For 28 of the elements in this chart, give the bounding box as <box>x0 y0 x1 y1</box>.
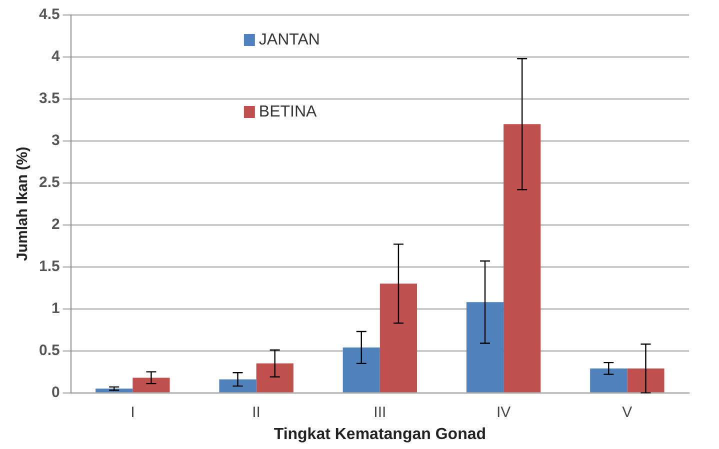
y-tick-label: 2.5 <box>38 174 60 192</box>
bar <box>132 378 170 392</box>
bar <box>590 368 628 392</box>
y-tick-label: 2 <box>52 216 60 234</box>
legend-label: JANTAN <box>258 31 320 48</box>
x-tick-label: V <box>622 404 632 421</box>
x-tick-label: II <box>252 404 260 421</box>
x-tick-label: I <box>130 404 135 421</box>
bar <box>342 347 380 392</box>
x-axis-title: Tingkat Kematangan Gonad <box>274 426 486 443</box>
y-tick-label: 1.5 <box>38 258 60 276</box>
bar <box>380 284 418 392</box>
y-tick-label: 4 <box>52 48 61 66</box>
y-tick-label: 0.5 <box>38 342 60 359</box>
bar <box>466 302 504 392</box>
bar <box>504 124 541 392</box>
x-tick-label: III <box>374 404 386 421</box>
y-tick-label: 4.5 <box>38 6 60 24</box>
y-tick-label: 3 <box>52 132 60 150</box>
bar <box>256 363 294 392</box>
y-tick-label: 0 <box>52 384 60 401</box>
bar <box>627 368 664 392</box>
y-axis-title: Jumlah Ikan (%) <box>14 146 32 261</box>
legend-label: BETINA <box>258 103 318 120</box>
x-tick-label: IV <box>496 404 511 421</box>
y-tick-label: 1 <box>52 300 60 317</box>
bar <box>219 379 256 392</box>
y-tick-label: 3.5 <box>38 90 60 108</box>
